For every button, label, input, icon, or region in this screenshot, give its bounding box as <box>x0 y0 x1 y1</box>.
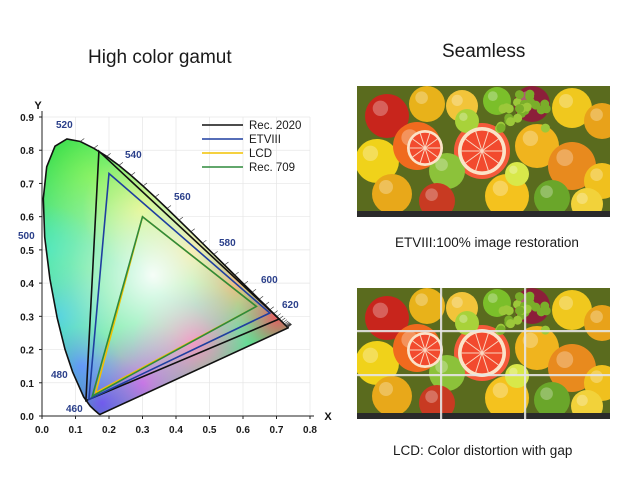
x-tick-label: 0.3 <box>136 425 150 436</box>
x-axis-label: X <box>324 411 332 423</box>
cie-chromaticity-chart: 0.0 0.1 0.2 0.3 0.4 0.5 0.6 0.7 0.8 0.0 0.1 0.2 0.3 0… <box>18 100 332 436</box>
spectral-locus-fill <box>43 139 289 415</box>
x-tick-label: 0.8 <box>303 425 317 436</box>
y-tick-label: 0.1 <box>20 379 34 390</box>
gamut-triangle-etviii <box>87 171 272 401</box>
legend-label: Rec. 2020 <box>249 120 301 132</box>
legend-label: ETVIII <box>249 134 281 146</box>
x-tick-label: 0.6 <box>236 425 250 436</box>
y-tick-label: 0.5 <box>20 246 34 257</box>
legend-label: Rec. 709 <box>249 162 295 174</box>
seamless-title: Seamless <box>442 41 526 62</box>
etv-fruit-image <box>357 86 610 217</box>
wavelength-label: 460 <box>66 404 83 415</box>
chart-axes: 0.0 0.1 0.2 0.3 0.4 0.5 0.6 0.7 0.8 0.0 0.1 0.2 0.3 0… <box>20 100 332 436</box>
y-tick-label: 0.8 <box>20 146 34 157</box>
wavelength-label: 480 <box>51 370 68 381</box>
wavelength-label: 540 <box>125 150 142 161</box>
spectral-locus-ticks <box>80 138 292 328</box>
x-tick-label: 0.4 <box>169 425 183 436</box>
x-tick-label: 0.1 <box>69 425 83 436</box>
wavelength-label: 500 <box>18 231 35 242</box>
legend-label: LCD <box>249 148 272 160</box>
y-tick-label: 0.2 <box>20 346 34 357</box>
y-tick-label: 0.9 <box>20 113 34 124</box>
gamut-triangle-rec-709 <box>91 215 258 398</box>
gamut-title: High color gamut <box>88 47 232 68</box>
lcd-fruit-image <box>357 288 610 419</box>
wavelength-label: 580 <box>219 238 236 249</box>
lcd-caption: LCD: Color distortion with gap <box>393 443 573 458</box>
gamut-triangles <box>85 149 281 402</box>
chart-legend: Rec. 2020 ETVIII LCD Rec. 709 <box>202 120 301 174</box>
wavelength-label: 520 <box>56 120 73 131</box>
x-tick-label: 0.0 <box>35 425 49 436</box>
wavelength-label: 560 <box>174 192 191 203</box>
etv-caption: ETVIII:100% image restoration <box>395 235 579 250</box>
y-axis-label: Y <box>34 100 42 112</box>
gamut-triangle-rec-2020 <box>85 149 281 402</box>
spectral-locus-outline <box>42 138 289 416</box>
y-tick-label: 0.4 <box>20 279 34 290</box>
y-tick-label: 0.0 <box>20 412 34 423</box>
x-tick-label: 0.5 <box>203 425 217 436</box>
x-tick-label: 0.7 <box>270 425 284 436</box>
wavelength-label: 620 <box>282 300 299 311</box>
y-tick-label: 0.7 <box>20 179 34 190</box>
x-tick-label: 0.2 <box>102 425 116 436</box>
chart-labels: 520 540 560 580 600 620 500 480 460 <box>18 120 299 415</box>
wavelength-label: 600 <box>261 275 278 286</box>
y-tick-label: 0.6 <box>20 213 34 224</box>
y-tick-label: 0.3 <box>20 312 34 323</box>
